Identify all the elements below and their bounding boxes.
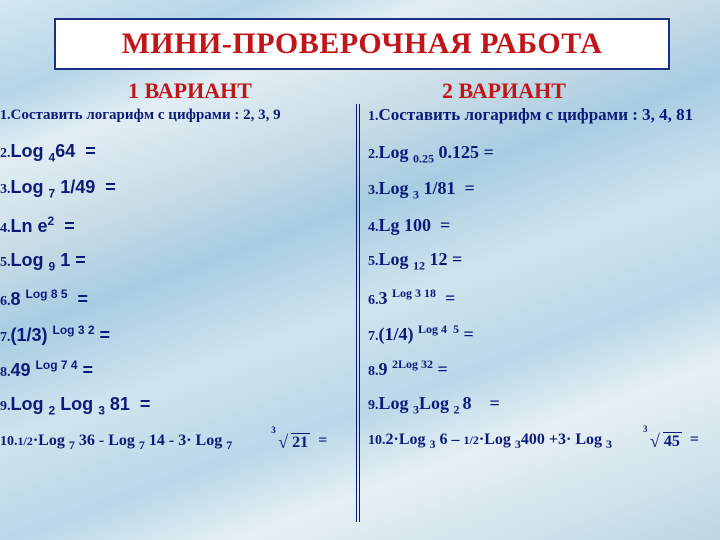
variant-1-title: 1 ВАРИАНТ	[128, 78, 252, 104]
list-item: 5.Log 12 12 =	[368, 250, 720, 273]
item-text: Log 7 1/49 =	[11, 177, 116, 197]
title-box: МИНИ-ПРОВЕРОЧНАЯ РАБОТА	[54, 18, 670, 70]
item-text: Lg 100 =	[379, 215, 451, 235]
item-number: 5.	[368, 254, 379, 269]
item-text: 49 Log 7 4 =	[11, 360, 94, 380]
item-text: Составить логарифм с цифрами : 2, 3, 9	[11, 107, 281, 123]
item-number: 1.	[368, 109, 379, 124]
item-number: 2.	[0, 146, 11, 161]
item-number: 9.	[0, 399, 11, 414]
item-text: Log 2 Log 3 81 =	[11, 394, 151, 414]
variant-1-column: 1.Составить логарифм с цифрами : 2, 3, 9…	[0, 106, 352, 466]
item-number: 3.	[0, 182, 11, 197]
item-text: 9 2Log 32 =	[379, 359, 448, 379]
item-text: Log 3Log 2 8 =	[379, 393, 500, 413]
list-item: 2.Log 0.25 0.125 =	[368, 143, 720, 166]
item-text: 8 Log 8 5 =	[11, 289, 89, 309]
list-item: 3.Log 7 1/49 =	[0, 178, 352, 201]
list-item: 7.(1/3) Log 3 2 =	[0, 324, 352, 346]
item-number: 4.	[368, 220, 379, 235]
item-number: 7.	[368, 329, 379, 344]
item-text: (1/4) Log 4 5 =	[379, 324, 474, 344]
item-number: 4.	[0, 221, 11, 236]
item-number: 6.	[0, 294, 11, 309]
list-item: 5.Log 9 1 =	[0, 251, 352, 274]
column-separator	[356, 104, 360, 522]
item-text: Log 9 1 =	[11, 250, 86, 270]
item-text: (1/3) Log 3 2 =	[11, 325, 111, 345]
item-text: Log 464 =	[11, 141, 96, 161]
item-number: 2.	[368, 147, 379, 162]
item-text: 1/2·Log 7 36 - Log 7 14 - 3· Log 7 3√21 …	[18, 432, 328, 449]
page-title: МИНИ-ПРОВЕРОЧНАЯ РАБОТА	[122, 27, 603, 61]
list-item: 10.1/2·Log 7 36 - Log 7 14 - 3· Log 7 3√…	[0, 432, 352, 452]
item-number: 5.	[0, 255, 11, 270]
item-number: 8.	[368, 364, 379, 379]
list-item: 6.3 Log 3 18 =	[368, 287, 720, 309]
list-item: 7.(1/4) Log 4 5 =	[368, 323, 720, 345]
list-item: 1.Составить логарифм с цифрами : 2, 3, 9	[0, 106, 352, 124]
item-text: 2·Log 3 6 – 1/2·Log 3400 +3· Log 3 3√45 …	[386, 431, 700, 448]
variant-2-column: 1.Составить логарифм с цифрами : 3, 4, 8…	[368, 106, 720, 465]
list-item: 4.Lg 100 =	[368, 216, 720, 236]
item-number: 7.	[0, 330, 11, 345]
list-item: 9.Log 3Log 2 8 =	[368, 394, 720, 417]
item-text: Составить логарифм с цифрами : 3, 4, 81	[379, 105, 694, 124]
item-number: 10.	[368, 433, 386, 448]
item-text: Ln e2 =	[11, 216, 75, 236]
list-item: 1.Составить логарифм с цифрами : 3, 4, 8…	[368, 106, 720, 125]
item-text: 3 Log 3 18 =	[379, 288, 456, 308]
item-number: 6.	[368, 293, 379, 308]
item-number: 9.	[368, 398, 379, 413]
list-item: 9.Log 2 Log 3 81 =	[0, 395, 352, 418]
item-number: 10.	[0, 434, 18, 449]
list-item: 8.49 Log 7 4 =	[0, 359, 352, 381]
item-text: Log 3 1/81 =	[379, 178, 475, 198]
list-item: 2.Log 464 =	[0, 142, 352, 165]
list-item: 8.9 2Log 32 =	[368, 358, 720, 380]
list-item: 3.Log 3 1/81 =	[368, 179, 720, 202]
item-number: 8.	[0, 365, 11, 380]
list-item: 10.2·Log 3 6 – 1/2·Log 3400 +3· Log 3 3√…	[368, 431, 720, 451]
item-text: Log 12 12 =	[379, 249, 463, 269]
item-text: Log 0.25 0.125 =	[379, 142, 494, 162]
list-item: 4.Ln e2 =	[0, 215, 352, 237]
list-item: 6.8 Log 8 5 =	[0, 288, 352, 310]
item-number: 3.	[368, 183, 379, 198]
variant-2-title: 2 ВАРИАНТ	[442, 78, 566, 104]
item-number: 1.	[0, 108, 11, 123]
